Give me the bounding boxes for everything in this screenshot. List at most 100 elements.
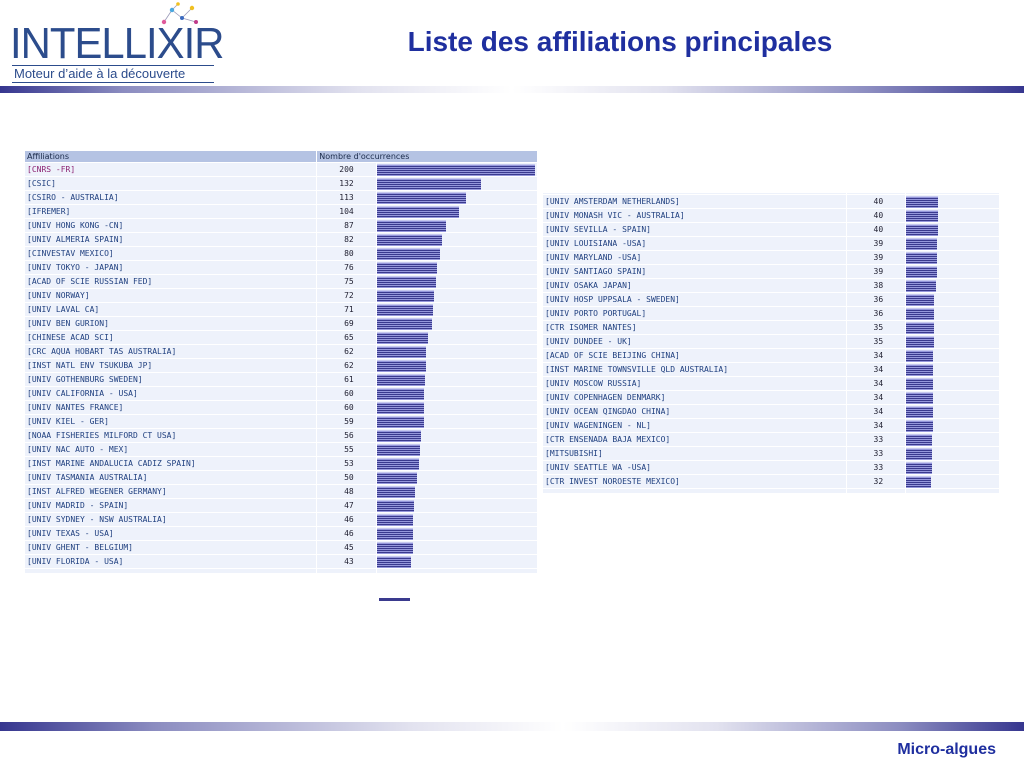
affiliation-name[interactable]: [UNIV COPENHAGEN DENMARK] [543, 391, 846, 404]
occurrence-count: 32 [846, 475, 906, 488]
affiliation-name[interactable]: [UNIV SEATTLE WA -USA] [543, 461, 846, 474]
table-row: [UNIV TEXAS - USA] 46 [25, 527, 537, 540]
table-row: [UNIV TOKYO - JAPAN] 76 [25, 261, 537, 274]
affiliation-name[interactable]: [UNIV KIEL - GER] [25, 415, 317, 428]
affiliation-name[interactable]: [NOAA FISHERIES MILFORD CT USA] [25, 429, 317, 442]
affiliation-name[interactable]: [UNIV BEN GURION] [25, 317, 317, 330]
affiliation-name[interactable]: [UNIV MARYLAND -USA] [543, 251, 846, 264]
occurrence-bar [376, 486, 415, 498]
affiliation-name[interactable]: [UNIV NAC AUTO - MEX] [25, 443, 317, 456]
bar-cell [906, 349, 999, 362]
affiliation-name[interactable]: [UNIV GOTHENBURG SWEDEN] [25, 373, 317, 386]
occurrence-bar [906, 252, 938, 264]
affiliation-name[interactable]: [UNIV AMSTERDAM NETHERLANDS] [543, 195, 846, 208]
affiliation-name[interactable]: [UNIV PORTO PORTUGAL] [543, 307, 846, 320]
occurrence-count: 43 [317, 555, 376, 568]
occurrence-count: 34 [846, 391, 906, 404]
occurrence-count: 35 [846, 335, 906, 348]
affiliation-name[interactable]: [CHINESE ACAD SCI] [25, 331, 317, 344]
occurrence-count: 46 [317, 527, 376, 540]
affiliation-name[interactable]: [CTR ISOMER NANTES] [543, 321, 846, 334]
right-table-body: [UNIV AMSTERDAM NETHERLANDS] 40 [UNIV MONA… [543, 193, 999, 493]
affiliation-name[interactable]: [UNIV LOUISIANA -USA] [543, 237, 846, 250]
affiliation-name[interactable]: [UNIV LAVAL CA] [25, 303, 317, 316]
spacer-cell [25, 569, 317, 573]
bar-cell [376, 163, 537, 176]
bar-cell [376, 499, 537, 512]
affiliation-name[interactable]: [UNIV MOSCOW RUSSIA] [543, 377, 846, 390]
header-divider [0, 86, 1024, 93]
affiliation-name[interactable]: [UNIV TASMANIA AUSTRALIA] [25, 471, 317, 484]
occurrence-bar [906, 294, 935, 306]
affiliation-name[interactable]: [CTR ENSENADA BAJA MEXICO] [543, 433, 846, 446]
affiliation-name[interactable]: [UNIV DUNDEE - UK] [543, 335, 846, 348]
affiliation-name[interactable]: [UNIV MONASH VIC - AUSTRALIA] [543, 209, 846, 222]
affiliation-name[interactable]: [UNIV FLORIDA - USA] [25, 555, 317, 568]
affiliation-name[interactable]: [CNRS -FR] [25, 163, 317, 176]
affiliation-name[interactable]: [CINVESTAV MEXICO] [25, 247, 317, 260]
affiliation-name[interactable]: [UNIV NANTES FRANCE] [25, 401, 317, 414]
affiliation-name[interactable]: [UNIV SYDNEY - NSW AUSTRALIA] [25, 513, 317, 526]
occurrence-bar [906, 448, 933, 460]
left-table-body: [CNRS -FR] 200 [CSIC] 132 [CSIRO - AUSTRALIA… [25, 163, 537, 573]
affiliation-name[interactable]: [INST NATL ENV TSUKUBA JP] [25, 359, 317, 372]
affiliation-name[interactable]: [UNIV HOSP UPPSALA - SWEDEN] [543, 293, 846, 306]
occurrence-count: 33 [846, 433, 906, 446]
table-row: [UNIV HOSP UPPSALA - SWEDEN] 36 [543, 293, 999, 306]
affiliation-name[interactable]: [UNIV HONG KONG -CN] [25, 219, 317, 232]
occurrence-count: 39 [846, 265, 906, 278]
affiliation-name[interactable]: [CSIRO - AUSTRALIA] [25, 191, 317, 204]
occurrence-count: 33 [846, 461, 906, 474]
occurrence-bar [376, 290, 434, 302]
affiliation-name[interactable]: [UNIV MADRID - SPAIN] [25, 499, 317, 512]
occurrence-count: 60 [317, 401, 376, 414]
table-row: [MITSUBISHI] 33 [543, 447, 999, 460]
affiliation-name[interactable]: [UNIV NORWAY] [25, 289, 317, 302]
table-row: [INST MARINE ANDALUCIA CADIZ SPAIN] 53 [25, 457, 537, 470]
occurrence-bar [376, 402, 424, 414]
bar-cell [906, 447, 999, 460]
affiliation-name[interactable]: [UNIV SEVILLA - SPAIN] [543, 223, 846, 236]
occurrence-count: 34 [846, 349, 906, 362]
affiliation-name[interactable]: [UNIV TEXAS - USA] [25, 527, 317, 540]
affiliation-name[interactable]: [UNIV OSAKA JAPAN] [543, 279, 846, 292]
affiliation-name[interactable]: [INST MARINE TOWNSVILLE QLD AUSTRALIA] [543, 363, 846, 376]
affiliation-name[interactable]: [INST MARINE ANDALUCIA CADIZ SPAIN] [25, 457, 317, 470]
spacer-cell [846, 489, 906, 493]
affiliation-name[interactable]: [UNIV GHENT - BELGIUM] [25, 541, 317, 554]
bar-cell [376, 191, 537, 204]
logo-wordmark: INTELLIXIR [10, 19, 224, 68]
affiliation-name[interactable]: [UNIV TOKYO - JAPAN] [25, 261, 317, 274]
affiliation-name[interactable]: [UNIV CALIFORNIA - USA] [25, 387, 317, 400]
occurrence-count: 113 [317, 191, 376, 204]
affiliations-table-right: [UNIV AMSTERDAM NETHERLANDS] 40 [UNIV MONA… [542, 192, 1000, 494]
occurrence-bar [376, 262, 437, 274]
affiliation-name[interactable]: [ACAD OF SCIE BEIJING CHINA] [543, 349, 846, 362]
affiliation-name[interactable]: [INST ALFRED WEGENER GERMANY] [25, 485, 317, 498]
occurrence-bar [376, 332, 428, 344]
bar-cell [376, 303, 537, 316]
affiliation-name[interactable]: [CTR INVEST NOROESTE MEXICO] [543, 475, 846, 488]
affiliation-name[interactable]: [CRC AQUA HOBART TAS AUSTRALIA] [25, 345, 317, 358]
affiliation-name[interactable]: [IFREMER] [25, 205, 317, 218]
occurrence-count: 35 [846, 321, 906, 334]
occurrence-bar [376, 234, 442, 246]
occurrence-bar [906, 392, 934, 404]
occurrence-bar [906, 336, 935, 348]
occurrence-count: 71 [317, 303, 376, 316]
bar-cell [376, 289, 537, 302]
affiliation-name[interactable]: [UNIV ALMERIA SPAIN] [25, 233, 317, 246]
affiliation-name[interactable]: [UNIV SANTIAGO SPAIN] [543, 265, 846, 278]
intellixir-logo: INTELLIXIR Moteur d’aide à la découverte [6, 2, 224, 86]
affiliation-name[interactable]: [UNIV WAGENINGEN - NL] [543, 419, 846, 432]
affiliation-name[interactable]: [CSIC] [25, 177, 317, 190]
occurrence-bar [376, 528, 413, 540]
table-row: [UNIV NAC AUTO - MEX] 55 [25, 443, 537, 456]
affiliation-name[interactable]: [ACAD OF SCIE RUSSIAN FED] [25, 275, 317, 288]
footer-label: Micro-algues [897, 741, 996, 758]
occurrence-count: 60 [317, 387, 376, 400]
affiliation-name[interactable]: [MITSUBISHI] [543, 447, 846, 460]
bar-cell [906, 419, 999, 432]
affiliation-name[interactable]: [UNIV OCEAN QINGDAO CHINA] [543, 405, 846, 418]
bar-cell [906, 475, 999, 488]
